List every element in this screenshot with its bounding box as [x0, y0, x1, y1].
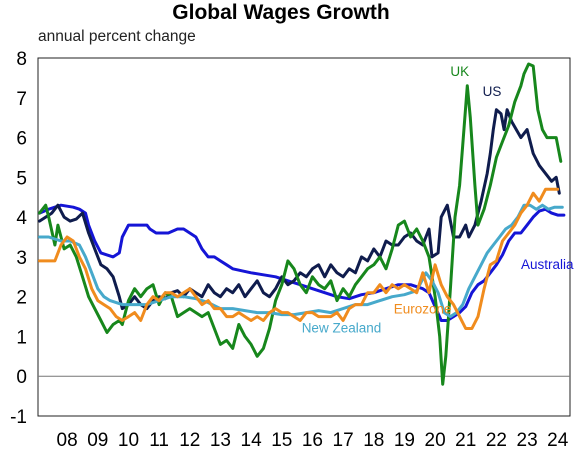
x-tick-label: 19 [394, 430, 415, 451]
y-tick-label: 3 [16, 248, 27, 269]
x-tick-label: 17 [333, 430, 354, 451]
y-tick-label: 0 [16, 367, 27, 388]
y-tick-label: 8 [16, 49, 27, 70]
x-tick-label: 14 [241, 430, 263, 451]
x-tick-label: 18 [363, 430, 384, 451]
series-label-new-zealand: New Zealand [302, 320, 382, 335]
x-tick-label: 23 [517, 430, 538, 451]
series-line-uk [38, 62, 563, 386]
y-tick-label: 7 [16, 89, 27, 110]
y-tick-label: 5 [16, 168, 27, 189]
x-axis-ticks: 08 09 10 11 12 13 14 15 16 17 18 19 20 21 22 23 24 [57, 430, 569, 451]
y-tick-label: 1 [16, 327, 27, 348]
x-tick-label: 12 [179, 430, 200, 451]
x-tick-label: 21 [455, 430, 476, 451]
y-axis-ticks: -1 0 1 2 3 4 5 6 7 8 [10, 49, 27, 428]
series-lines [38, 62, 566, 386]
x-tick-label: 24 [547, 430, 569, 451]
x-tick-label: 15 [271, 430, 292, 451]
y-tick-label: -1 [10, 407, 27, 428]
x-tick-label: 22 [486, 430, 507, 451]
y-tick-label: 6 [16, 129, 27, 150]
series-label-uk: UK [450, 64, 469, 79]
series-label-australia: Australia [521, 257, 574, 272]
plot-area-frame [37, 57, 571, 417]
x-tick-label: 20 [425, 430, 446, 451]
chart-title: Global Wages Growth [172, 1, 389, 24]
x-tick-label: 13 [210, 430, 231, 451]
x-tick-label: 09 [87, 430, 108, 451]
series-label-us: US [483, 84, 502, 99]
series-line-australia [38, 203, 566, 322]
x-tick-label: 11 [149, 430, 169, 451]
y-tick-label: 4 [16, 208, 27, 229]
y-tick-label: 2 [16, 288, 27, 309]
x-tick-label: 08 [57, 430, 78, 451]
series-label-eurozone: Eurozone [394, 301, 452, 316]
series-line-eurozone [38, 187, 560, 330]
series-labels: Australia US UK New Zealand Eurozone [302, 64, 574, 336]
x-tick-label: 16 [302, 430, 323, 451]
x-tick-label: 10 [118, 430, 139, 451]
chart-subtitle: annual percent change [38, 28, 196, 45]
series-line-new-zealand [38, 203, 564, 319]
